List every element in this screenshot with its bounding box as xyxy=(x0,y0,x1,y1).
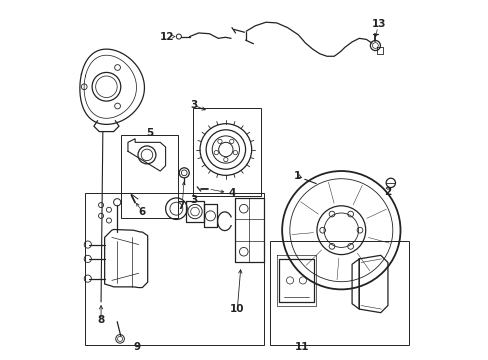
Text: 2: 2 xyxy=(384,187,391,197)
Text: 11: 11 xyxy=(294,342,308,352)
Text: 12: 12 xyxy=(159,32,174,41)
Text: 13: 13 xyxy=(371,19,386,29)
Text: 7: 7 xyxy=(177,201,184,211)
Bar xyxy=(85,193,264,345)
Text: 9: 9 xyxy=(133,342,140,352)
Text: 3: 3 xyxy=(190,100,198,111)
Bar xyxy=(269,241,408,345)
Text: 5: 5 xyxy=(145,129,153,138)
Text: 6: 6 xyxy=(138,207,145,217)
Text: 4: 4 xyxy=(228,188,235,198)
Bar xyxy=(121,135,178,218)
Bar xyxy=(192,108,260,196)
Text: 10: 10 xyxy=(230,304,244,314)
Text: 3: 3 xyxy=(190,195,198,205)
Text: 8: 8 xyxy=(97,315,104,325)
Text: 1: 1 xyxy=(293,171,301,181)
